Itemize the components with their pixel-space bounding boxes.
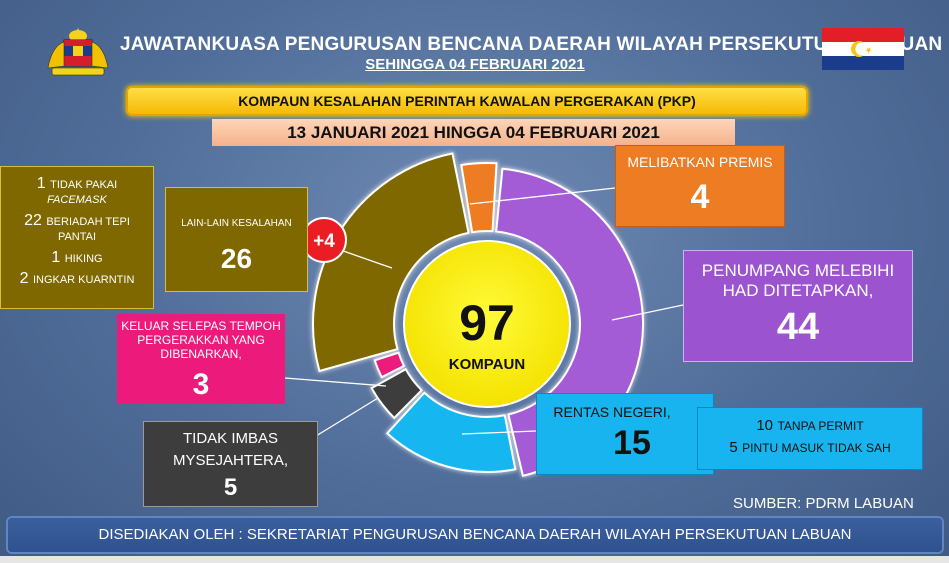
rentas-detail-num-1: 10 bbox=[756, 417, 773, 434]
lain-detail-text-2: BERIADAH TEPI bbox=[46, 216, 130, 228]
lain-detail-num-4: 2 bbox=[19, 270, 29, 287]
increase-badge-text: +4 bbox=[313, 231, 335, 252]
rentas-detail-row-2: 5 PINTU MASUK TIDAK SAH bbox=[698, 439, 922, 457]
callout-imbas-label-2: MYSEJAHTERA, bbox=[172, 452, 289, 469]
title-banner: KOMPAUN KESALAHAN PERINTAH KAWALAN PERGE… bbox=[126, 86, 808, 116]
callout-keluar-label-1: KELUAR SELEPAS TEMPOH bbox=[121, 319, 281, 333]
lain-detail-text-2b: PANTAI bbox=[57, 231, 97, 243]
callout-penumpang-value: 44 bbox=[776, 306, 820, 348]
callout-lain: LAIN-LAIN KESALAHAN 26 bbox=[165, 187, 308, 292]
callout-keluar: KELUAR SELEPAS TEMPOH PERGERAKKAN YANG D… bbox=[117, 314, 285, 404]
banner-title: KOMPAUN KESALAHAN PERINTAH KAWALAN PERGE… bbox=[238, 93, 696, 109]
callout-keluar-label-2: PERGERAKKAN YANG bbox=[137, 333, 265, 347]
callout-rentas-label: RENTAS NEGERI, bbox=[553, 404, 671, 420]
footer-banner: DISEDIAKAN OLEH : SEKRETARIAT PENGURUSAN… bbox=[8, 518, 942, 552]
callout-keluar-value: 3 bbox=[192, 368, 210, 401]
center-total: 97 bbox=[459, 295, 515, 351]
callout-lain-value: 26 bbox=[220, 243, 253, 274]
lain-detail-text-1b: FACEMASK bbox=[47, 194, 107, 206]
callout-rentas-detail: 10 TANPA PERMIT 5 PINTU MASUK TIDAK SAH bbox=[697, 407, 923, 470]
donut-slice-4 bbox=[370, 367, 424, 420]
lain-detail-num-1: 1 bbox=[36, 175, 46, 192]
bottom-strip bbox=[0, 556, 949, 563]
callout-imbas-value: 5 bbox=[223, 474, 238, 501]
center-label: KOMPAUN bbox=[449, 356, 525, 373]
page-title: JAWATANKUASA PENGURUSAN BENCANA DAERAH W… bbox=[120, 34, 943, 55]
callout-lain-label: LAIN-LAIN KESALAHAN bbox=[181, 218, 292, 229]
callout-penumpang-label-1: PENUMPANG MELEBIHI bbox=[701, 261, 895, 280]
callout-lain-detail: 1 TIDAK PAKAI FACEMASK 22 BERIADAH TEPI … bbox=[0, 166, 154, 309]
lain-detail-text-3: HIKING bbox=[64, 253, 103, 265]
callout-premis-value: 4 bbox=[690, 178, 710, 216]
page-subtitle: SEHINGGA 04 FEBRUARI 2021 bbox=[365, 56, 585, 73]
callout-imbas-label-1: TIDAK IMBAS bbox=[182, 430, 279, 447]
lain-detail-row-2: 22 BERIADAH TEPI bbox=[1, 212, 153, 230]
lain-detail-text-4: INGKAR KUARNTIN bbox=[32, 274, 135, 286]
lain-detail-text-1: TIDAK PAKAI bbox=[50, 179, 118, 191]
donut-slice-3 bbox=[385, 391, 517, 473]
callout-penumpang-label-2: HAD DITETAPKAN, bbox=[722, 281, 874, 300]
callout-imbas: TIDAK IMBAS MYSEJAHTERA, 5 bbox=[143, 421, 318, 507]
period-banner: 13 JANUARI 2021 HINGGA 04 FEBRUARI 2021 bbox=[212, 119, 735, 146]
lain-detail-row-3: 1 HIKING bbox=[1, 249, 153, 267]
banner-period: 13 JANUARI 2021 HINGGA 04 FEBRUARI 2021 bbox=[287, 123, 660, 142]
source-note: SUMBER: PDRM LABUAN bbox=[733, 495, 914, 512]
callout-penumpang: PENUMPANG MELEBIHI HAD DITETAPKAN, 44 bbox=[683, 250, 913, 362]
coat-of-arms-icon bbox=[47, 28, 109, 76]
labuan-flag-icon bbox=[822, 28, 904, 70]
callout-rentas-value: 15 bbox=[613, 424, 651, 462]
lain-detail-num-3: 1 bbox=[51, 249, 61, 266]
callout-premis-label: MELIBATKAN PREMIS bbox=[627, 154, 773, 170]
callout-rentas: RENTAS NEGERI, 15 bbox=[536, 393, 714, 475]
lain-detail-num-2: 22 bbox=[24, 212, 42, 229]
callout-keluar-label-3: DIBENARKAN, bbox=[160, 347, 242, 361]
callout-premis: MELIBATKAN PREMIS 4 bbox=[615, 145, 785, 227]
donut-slice-5 bbox=[373, 351, 406, 379]
footer-text: DISEDIAKAN OLEH : SEKRETARIAT PENGURUSAN… bbox=[98, 526, 852, 543]
rentas-detail-text-1: TANPA PERMIT bbox=[777, 419, 864, 433]
rentas-detail-num-2: 5 bbox=[729, 439, 738, 456]
center-circle bbox=[403, 240, 571, 408]
lain-detail-row-4: 2 INGKAR KUARNTIN bbox=[1, 270, 153, 288]
donut-slice-1 bbox=[460, 162, 498, 234]
rentas-detail-text-2: PINTU MASUK TIDAK SAH bbox=[742, 441, 891, 455]
lain-detail-row-1: 1 TIDAK PAKAI bbox=[1, 175, 153, 193]
donut-slice-6 bbox=[312, 152, 470, 373]
rentas-detail-row-1: 10 TANPA PERMIT bbox=[698, 417, 922, 435]
